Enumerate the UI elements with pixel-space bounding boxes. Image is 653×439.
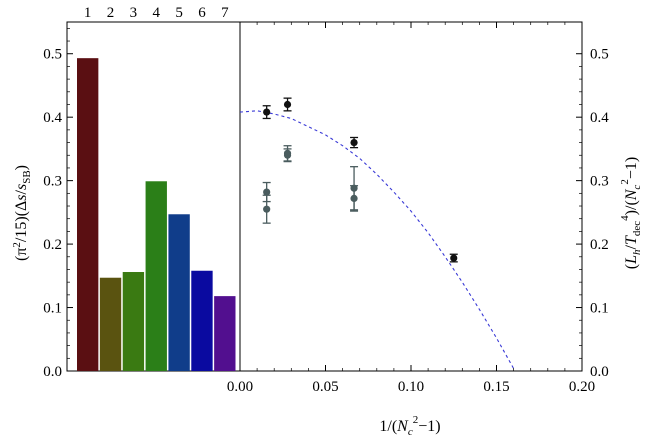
bar-category-label: 2 <box>107 5 115 21</box>
fit-curve <box>239 110 515 369</box>
left-y-tick-label: 0.3 <box>43 174 62 190</box>
left-y-tick-label: 0.1 <box>43 301 62 317</box>
data-point <box>263 205 271 213</box>
left-y-tick-label: 0.5 <box>43 47 62 63</box>
data-point <box>283 100 292 109</box>
bar <box>145 181 167 371</box>
data-point <box>350 194 358 203</box>
bar-category-label: 1 <box>84 5 92 21</box>
data-point <box>350 138 358 147</box>
x-tick-label: 0.15 <box>483 379 509 395</box>
bar <box>99 277 122 371</box>
right-y-tick-label: 0.2 <box>590 237 609 253</box>
bar <box>77 58 99 371</box>
x-tick-label: 0.05 <box>312 379 338 395</box>
bar <box>191 270 213 371</box>
right-y-axis-label: (Lh/Tdec4)/(Nc2−1) <box>619 157 643 269</box>
bar-category-label: 3 <box>130 5 138 21</box>
bar-category-label: 4 <box>153 5 161 21</box>
left-y-tick-label: 0.4 <box>43 110 62 126</box>
bar-category-label: 6 <box>198 5 206 21</box>
x-tick-label: 0.00 <box>227 379 253 395</box>
x-axis-label: 1/(Nc2−1) <box>379 414 440 438</box>
bar <box>122 272 145 371</box>
scatter-panel: 0.0 0.1 0.2 0.3 0.4 0.5 0.00 0.05 0.10 0.15 0.20 <box>227 21 609 395</box>
data-point <box>283 151 292 159</box>
data-point <box>450 254 458 262</box>
right-y-tick-label: 0.4 <box>590 110 609 126</box>
bar-category-label: 7 <box>221 5 229 21</box>
bar <box>168 214 190 371</box>
bar <box>214 296 236 371</box>
left-y-tick-label: 0.2 <box>43 237 62 253</box>
left-y-tick-label: 0.0 <box>43 364 62 380</box>
right-y-tick-label: 0.1 <box>590 301 609 317</box>
left-y-axis-label: (π2/15)(Δs/sSB) <box>11 165 33 261</box>
right-y-tick-label: 0.0 <box>590 364 609 380</box>
data-point <box>263 108 271 116</box>
bar-category-label: 5 <box>175 5 183 21</box>
right-y-tick-label: 0.3 <box>590 174 609 190</box>
data-point <box>263 188 271 196</box>
x-tick-label: 0.20 <box>569 379 595 395</box>
bar-panel: 0.0 0.1 0.2 0.3 0.4 0.5 1 2 3 4 5 6 7 <box>43 5 241 380</box>
x-tick-label: 0.10 <box>398 379 424 395</box>
scatter-panel-frame <box>239 21 583 372</box>
right-y-tick-label: 0.5 <box>590 47 609 63</box>
